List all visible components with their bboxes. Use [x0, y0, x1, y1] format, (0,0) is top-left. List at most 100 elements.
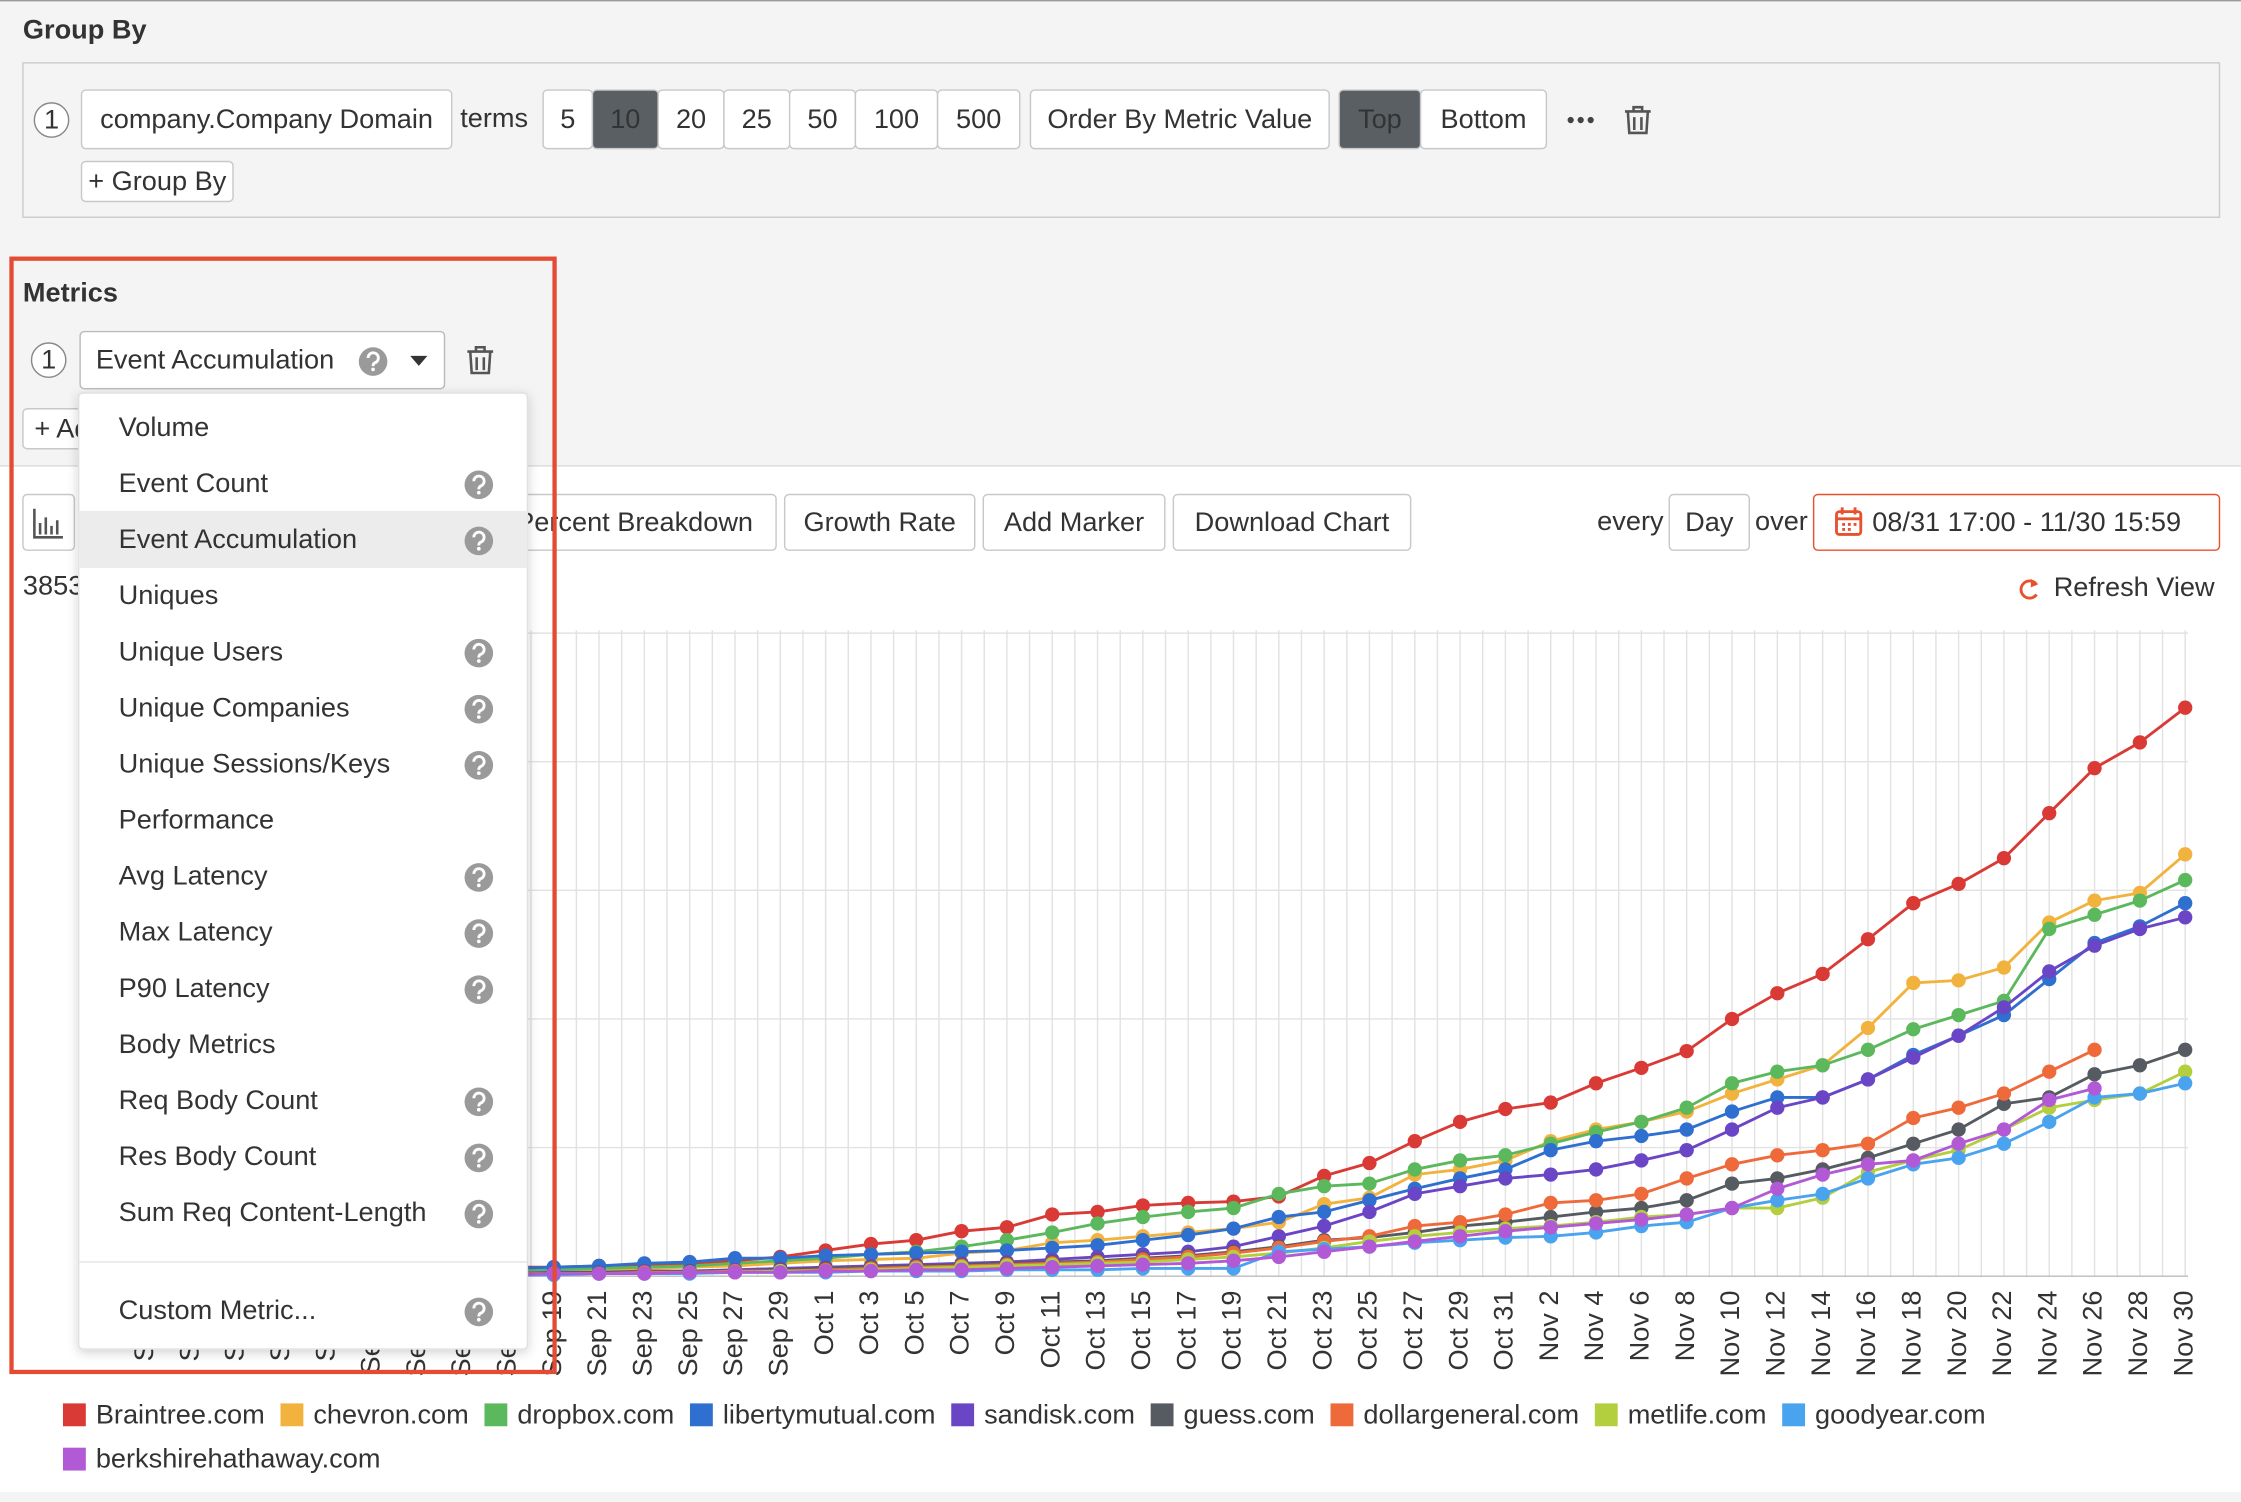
data-point [1725, 1176, 1739, 1190]
term-option[interactable]: 5 [543, 90, 592, 149]
x-tick-label: Sep 27 [717, 1290, 748, 1376]
data-point [1136, 1233, 1150, 1247]
help-icon[interactable] [359, 347, 388, 376]
chart-type-button[interactable] [23, 494, 74, 550]
help-icon[interactable] [465, 863, 494, 892]
data-point [1951, 1008, 1965, 1022]
legend-swatch [690, 1403, 713, 1426]
toolbar-button[interactable]: Growth Rate [785, 494, 975, 550]
help-icon[interactable] [465, 1200, 494, 1229]
data-point [1951, 1151, 1965, 1165]
data-point [2178, 847, 2192, 861]
menu-header: Body Metrics [119, 1028, 276, 1059]
legend-item[interactable]: libertymutual.com [690, 1398, 936, 1429]
data-point [1362, 1176, 1376, 1190]
x-tick-label: Oct 17 [1170, 1290, 1201, 1370]
toolbar-button[interactable]: Percent Breakdown [493, 494, 776, 550]
help-icon[interactable] [465, 975, 494, 1004]
data-point [1000, 1220, 1014, 1234]
metric-select[interactable]: Event Accumulation [80, 332, 444, 389]
term-option[interactable]: 100 [855, 90, 937, 149]
data-point [1680, 1101, 1694, 1115]
x-tick-label: Nov 4 [1578, 1290, 1609, 1361]
menu-item-label: Event Accumulation [119, 523, 357, 554]
button-label: 10 [610, 103, 640, 134]
add-group-by[interactable]: + Group By [82, 161, 233, 201]
data-point [1181, 1256, 1195, 1270]
help-icon[interactable] [465, 751, 494, 780]
help-icon[interactable] [465, 639, 494, 668]
data-point [1906, 1137, 1920, 1151]
menu-item[interactable]: Max Latency [119, 916, 273, 947]
term-option[interactable]: 50 [790, 90, 856, 149]
x-tick-label: Oct 3 [853, 1290, 884, 1355]
toolbar-button[interactable]: Download Chart [1173, 494, 1410, 550]
legend-swatch [1782, 1403, 1805, 1426]
legend-item[interactable]: dollargeneral.com [1331, 1398, 1580, 1429]
data-point [1680, 1207, 1694, 1221]
menu-item[interactable]: Unique Users [119, 635, 283, 666]
data-point [1906, 1111, 1920, 1125]
button-label: company.Company Domain [100, 103, 433, 134]
menu-item[interactable]: Sum Req Content-Length [119, 1196, 427, 1227]
refresh-label: Refresh View [2054, 571, 2215, 602]
x-tick-label: Oct 1 [808, 1290, 839, 1355]
term-option[interactable]: 10 [592, 90, 658, 149]
legend-label: chevron.com [313, 1398, 468, 1429]
help-icon[interactable] [465, 527, 494, 556]
order-option[interactable]: Bottom [1421, 90, 1547, 149]
help-icon[interactable] [465, 1088, 494, 1117]
order-option[interactable]: Top [1339, 90, 1420, 149]
menu-item[interactable]: P90 Latency [119, 972, 270, 1003]
data-point [1815, 1058, 1829, 1072]
data-point [1951, 1101, 1965, 1115]
data-point [1997, 1122, 2011, 1136]
help-dot [477, 1108, 481, 1112]
field-select[interactable]: company.Company Domain [82, 90, 452, 149]
menu-item-label: Sum Req Content-Length [119, 1196, 427, 1227]
x-tick-label: Sep 23 [627, 1290, 658, 1376]
x-tick-label: Nov 22 [1986, 1290, 2017, 1376]
term-option[interactable]: 500 [938, 90, 1020, 149]
data-point [1861, 932, 1875, 946]
date-range[interactable]: 08/31 17:00 - 11/30 15:59 [1814, 494, 2220, 550]
menu-item[interactable]: Req Body Count [119, 1084, 319, 1115]
help-icon[interactable] [465, 471, 494, 500]
toolbar-button[interactable]: Add Marker [983, 494, 1164, 550]
legend-swatch [484, 1403, 507, 1426]
legend-item[interactable]: berkshirehathaway.com [63, 1443, 380, 1474]
menu-item-label: Custom Metric... [119, 1294, 317, 1325]
legend-label: libertymutual.com [723, 1398, 936, 1429]
help-icon[interactable] [465, 695, 494, 724]
menu-item[interactable]: Event Accumulation [79, 511, 528, 568]
help-icon[interactable] [465, 1298, 494, 1327]
data-point [1997, 851, 2011, 865]
data-point [2133, 922, 2147, 936]
menu-item-label: Avg Latency [119, 860, 268, 891]
data-point [1815, 1187, 1829, 1201]
menu-item[interactable]: Res Body Count [119, 1140, 317, 1171]
menu-item[interactable]: Avg Latency [119, 860, 268, 891]
interval-select[interactable]: Day [1669, 494, 1749, 550]
menu-item[interactable]: Unique Companies [119, 691, 350, 722]
x-tick-label: Sep 29 [762, 1290, 793, 1376]
data-point [1589, 1134, 1603, 1148]
term-option[interactable]: 20 [658, 90, 724, 149]
data-point [2042, 964, 2056, 978]
button-label: 100 [874, 103, 919, 134]
data-point [1861, 1043, 1875, 1057]
term-option[interactable]: 25 [724, 90, 790, 149]
help-icon[interactable] [465, 1144, 494, 1173]
help-icon[interactable] [465, 919, 494, 948]
more-icon[interactable] [1568, 117, 1594, 123]
menu-item[interactable]: Event Count [119, 467, 269, 498]
menu-item[interactable]: Unique Sessions/Keys [119, 747, 391, 778]
legend-label: guess.com [1184, 1398, 1315, 1429]
data-point [2087, 1067, 2101, 1081]
order-select[interactable]: Order By Metric Value [1030, 90, 1329, 149]
data-point [1362, 1156, 1376, 1170]
menu-header: Uniques [119, 579, 219, 610]
data-point [1680, 1143, 1694, 1157]
menu-item[interactable]: Custom Metric... [119, 1294, 317, 1325]
